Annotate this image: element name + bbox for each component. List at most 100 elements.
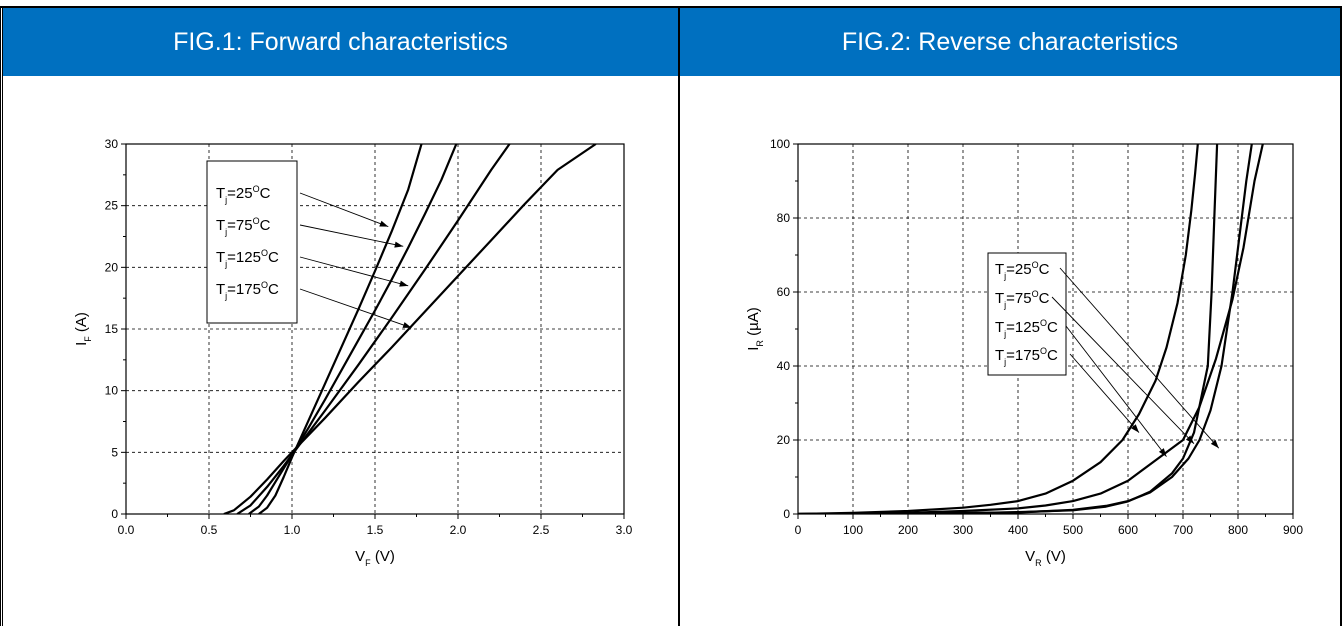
legend-sup: O <box>253 216 260 226</box>
x-tick-label: 800 <box>1228 523 1248 537</box>
y-tick-label: 60 <box>777 285 791 299</box>
legend-arrow-line <box>299 192 389 228</box>
legend-box <box>206 160 298 324</box>
legend-sub: j <box>224 227 227 237</box>
x-tick-label: 2.0 <box>450 523 467 537</box>
legend-arrow-line <box>299 256 409 287</box>
legend-unit: C <box>1047 347 1058 364</box>
legend-sub: j <box>224 291 227 301</box>
x-tick-label: 600 <box>1118 523 1138 537</box>
x-tick-label: 2.5 <box>533 523 550 537</box>
series-line-2 <box>798 144 1253 514</box>
legend-entry-2: Tj=75OC <box>216 216 271 237</box>
legend-val: =175 <box>1006 347 1040 364</box>
legend-arrow-head <box>379 220 389 227</box>
y-tick-label: 5 <box>111 445 118 459</box>
series-line-4 <box>798 144 1199 514</box>
legend-val: =125 <box>227 249 261 266</box>
y-tick-label: 0 <box>783 507 790 521</box>
x-tick-label: 700 <box>1173 523 1193 537</box>
series-line-4 <box>223 144 597 514</box>
y-axis-label-sub: R <box>755 340 765 347</box>
legend-entry-1: Tj=25OC <box>995 260 1050 281</box>
legend-arrow-line <box>299 288 412 329</box>
y-tick-label: 20 <box>105 260 119 274</box>
x-tick-label: 300 <box>953 523 973 537</box>
y-tick-label: 0 <box>111 507 118 521</box>
legend-sup: O <box>1040 318 1047 328</box>
x-axis-label-sub: F <box>365 558 371 568</box>
legend-sub: j <box>1003 271 1006 281</box>
x-tick-label: 0 <box>795 523 802 537</box>
x-tick-label: 500 <box>1063 523 1083 537</box>
x-tick-label: 1.0 <box>284 523 301 537</box>
legend-t: T <box>216 185 225 202</box>
legend-val: =25 <box>1006 261 1031 278</box>
legend-unit: C <box>260 185 271 202</box>
panel-forward: FIG.1: Forward characteristics <box>0 8 680 626</box>
legend-arrow-head <box>1210 439 1219 449</box>
legend-entry-3: Tj=125OC <box>995 318 1058 339</box>
legend-arrow-line <box>1059 267 1220 449</box>
plot-frame <box>797 143 1294 515</box>
y-tick-label: 40 <box>777 359 791 373</box>
x-tick-label: 0.5 <box>201 523 218 537</box>
x-tick-label: 400 <box>1008 523 1028 537</box>
y-tick-label: 15 <box>105 322 119 336</box>
y-axis-label-unit: (µA) <box>745 307 762 340</box>
series-line-3 <box>236 144 511 514</box>
legend-t: T <box>995 347 1004 364</box>
x-axis-label: VR (V) <box>1025 548 1066 568</box>
y-tick-label: 25 <box>105 199 119 213</box>
legend-sup: O <box>253 184 260 194</box>
legend-val: =125 <box>1006 319 1040 336</box>
legend-arrow-head <box>399 280 409 287</box>
legend-box <box>987 252 1067 376</box>
legend-val: =75 <box>227 217 252 234</box>
x-tick-label: 1.5 <box>367 523 384 537</box>
legend-t: T <box>216 217 225 234</box>
y-tick-label: 30 <box>105 137 119 151</box>
panel-title-forward: FIG.1: Forward characteristics <box>3 8 678 76</box>
legend-unit: C <box>1039 290 1050 307</box>
legend-unit: C <box>268 281 279 298</box>
legend-sub: j <box>224 259 227 269</box>
y-axis-label-main: I <box>73 342 90 346</box>
y-tick-label: 20 <box>777 433 791 447</box>
legend-val: =75 <box>1006 290 1031 307</box>
x-axis-label-unit: (V) <box>371 548 395 565</box>
series-line-2 <box>248 144 458 514</box>
panel-title-reverse: FIG.2: Reverse characteristics <box>680 8 1340 76</box>
x-axis-label-sub: R <box>1035 558 1042 568</box>
legend-t: T <box>995 261 1004 278</box>
legend-arrow-head <box>402 322 412 328</box>
x-tick-label: 3.0 <box>616 523 633 537</box>
y-tick-label: 80 <box>777 211 791 225</box>
y-axis-label-sub: F <box>83 336 93 342</box>
legend-arrow-head <box>1185 435 1194 444</box>
legend-arrow-head <box>394 241 404 248</box>
top-border <box>0 6 1342 8</box>
y-axis-label-unit: (A) <box>73 312 90 336</box>
legend-t: T <box>216 281 225 298</box>
y-axis-label: IF (A) <box>73 312 93 346</box>
series-line-3 <box>798 144 1264 514</box>
legend-entry-4: Tj=175OC <box>995 346 1058 367</box>
legend-arrow-head <box>1131 424 1139 433</box>
legend-unit: C <box>260 217 271 234</box>
legend-sup: O <box>1040 346 1047 356</box>
legend-sup: O <box>1032 260 1039 270</box>
legend-sup: O <box>261 248 268 258</box>
legend-arrow-line <box>1051 296 1195 445</box>
legend-t: T <box>216 249 225 266</box>
y-axis-label: IR (µA) <box>745 307 765 350</box>
legend-arrow-line <box>299 224 404 247</box>
legend-t: T <box>995 290 1004 307</box>
chart-2: 0 100 200 300 400 500 600 700 800 900 0 20 40 60 80 100… <box>745 137 1303 568</box>
legend-t: T <box>995 319 1004 336</box>
y-tick-label: 100 <box>770 137 790 151</box>
legend-sub: j <box>1003 300 1006 310</box>
x-axis-label-main: V <box>1025 548 1035 565</box>
